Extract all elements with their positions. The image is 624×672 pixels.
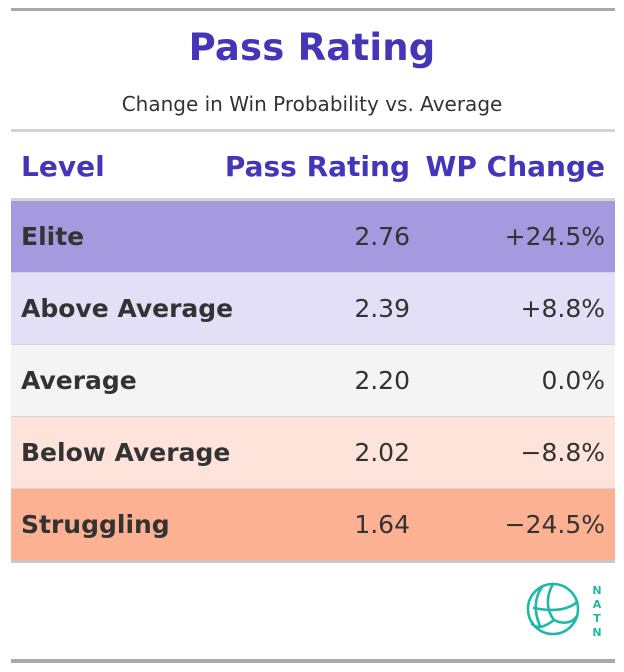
logo-wordmark: N A T N (592, 584, 601, 639)
row-pass-rating-value: 2.76 (354, 222, 410, 251)
row-wp-change-value: −24.5% (504, 510, 605, 539)
table-row: Struggling 1.64 −24.5% (11, 489, 615, 563)
logo-letter: A (593, 598, 602, 611)
bottom-rule (11, 659, 615, 663)
row-pass-rating-value: 2.39 (354, 294, 410, 323)
table-row: Elite 2.76 +24.5% (11, 201, 615, 273)
page-title: Pass Rating (188, 26, 436, 69)
row-wp-change-value: −8.8% (520, 438, 605, 467)
row-level-label: Struggling (21, 510, 170, 539)
table-row: Above Average 2.39 +8.8% (11, 273, 615, 345)
logo-letter: N (592, 584, 601, 597)
table-row: Average 2.20 0.0% (11, 345, 615, 417)
top-rule (11, 8, 615, 11)
row-pass-rating-value: 1.64 (354, 510, 410, 539)
natn-logo: N A T N (526, 582, 602, 639)
column-header-wp-change: WP Change (425, 150, 606, 183)
table-row: Below Average 2.02 −8.8% (11, 417, 615, 489)
pass-rating-table: Level Pass Rating WP Change Elite 2.76 +… (11, 132, 615, 563)
logo-letter: N (592, 626, 601, 639)
header-rule (11, 129, 615, 132)
column-header-level: Level (21, 150, 105, 183)
row-level-label: Elite (21, 222, 85, 251)
page-subtitle: Change in Win Probability vs. Average (121, 92, 503, 116)
row-level-label: Above Average (21, 294, 234, 323)
volleyball-icon (526, 582, 580, 636)
table-header: Level Pass Rating WP Change (11, 132, 615, 201)
row-wp-change-value: 0.0% (541, 366, 605, 395)
row-level-label: Average (21, 366, 137, 395)
row-pass-rating-value: 2.20 (354, 366, 410, 395)
column-header-pass-rating: Pass Rating (224, 150, 410, 183)
row-level-label: Below Average (21, 438, 231, 467)
row-pass-rating-value: 2.02 (354, 438, 410, 467)
row-wp-change-value: +24.5% (504, 222, 605, 251)
row-wp-change-value: +8.8% (520, 294, 605, 323)
logo-letter: T (593, 612, 601, 625)
